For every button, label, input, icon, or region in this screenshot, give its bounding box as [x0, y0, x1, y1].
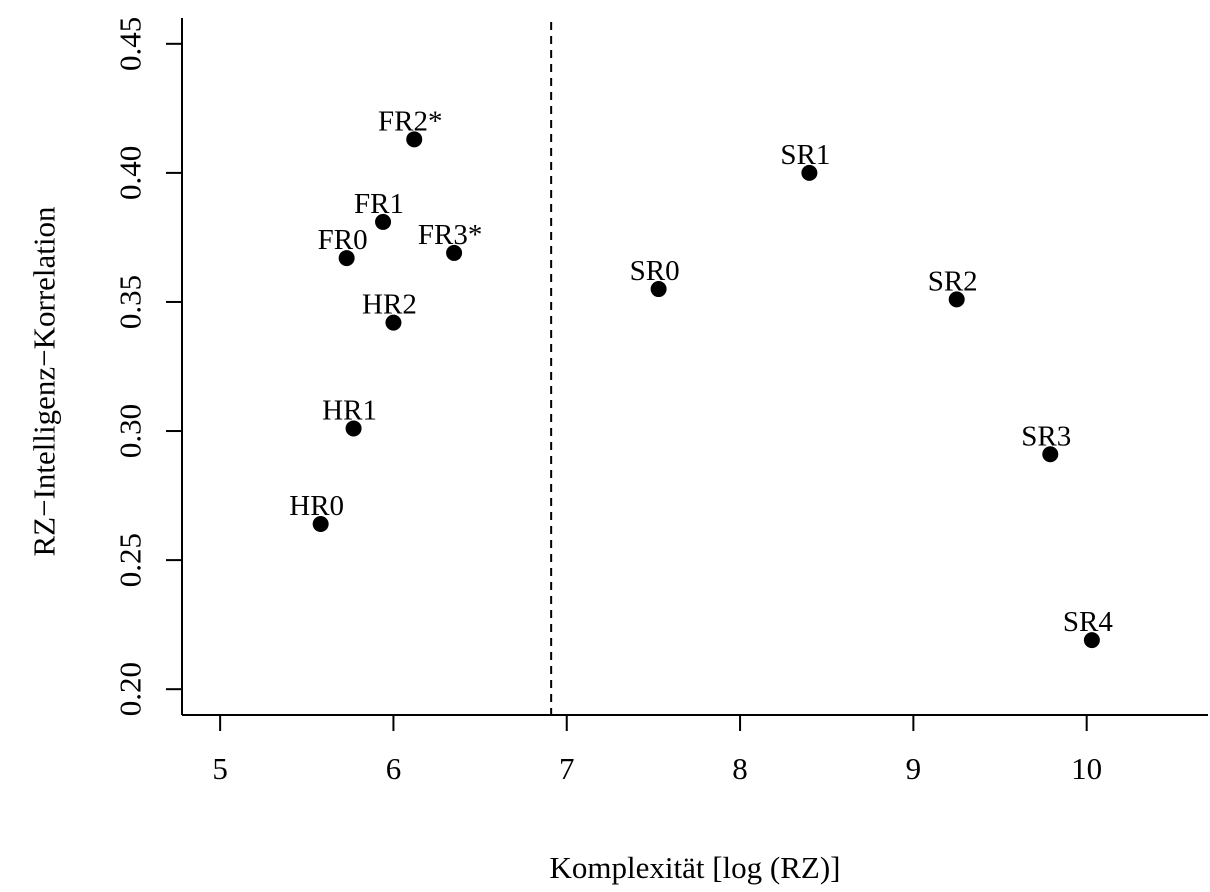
x-axis-title: Komplexität [log (RZ)]	[550, 850, 841, 885]
data-point-label: SR4	[1063, 606, 1113, 638]
data-point-label: FR3*	[418, 219, 482, 251]
y-tick-label: 0.35	[113, 275, 148, 329]
y-tick-label: 0.20	[113, 662, 148, 716]
data-point	[375, 213, 392, 230]
y-tick-label: 0.30	[113, 404, 148, 458]
points-layer: HR0 HR1 HR2 FR0 FR1 FR2* FR3* SR0 SR1 SR2 SR3 SR4	[289, 105, 1113, 649]
data-point-label: SR0	[630, 255, 680, 287]
data-point-label: SR2	[928, 265, 978, 297]
y-tick-label: 0.40	[113, 146, 148, 200]
x-tick-label: 10	[1071, 751, 1102, 786]
data-point	[948, 291, 965, 308]
data-point	[801, 164, 818, 181]
data-point-label: FR1	[354, 188, 404, 220]
axes-layer: 5 6 7 8 9 10 0.20 0.25 0.30 0.35 0.40 0.45	[113, 17, 1208, 786]
data-point	[338, 250, 355, 267]
data-point-label: HR0	[289, 490, 344, 522]
data-point	[406, 131, 423, 148]
data-point-label: HR1	[322, 394, 377, 426]
data-point	[345, 420, 362, 437]
data-point	[1042, 446, 1059, 463]
x-tick-label: 8	[732, 751, 748, 786]
x-tick-label: 7	[559, 751, 575, 786]
y-tick-label: 0.25	[113, 533, 148, 587]
data-point	[312, 515, 329, 532]
data-point	[1083, 632, 1100, 649]
x-tick-label: 5	[212, 751, 228, 786]
data-point-label: FR0	[318, 224, 368, 256]
data-point	[650, 281, 667, 298]
data-point	[446, 244, 463, 261]
data-point	[385, 314, 402, 331]
x-tick-label: 6	[386, 751, 402, 786]
data-point-label: SR3	[1021, 420, 1071, 452]
data-point-label: SR1	[780, 139, 830, 171]
x-tick-label: 9	[906, 751, 922, 786]
y-axis-title: RZ−Intelligenz−Korrelation	[27, 206, 62, 557]
data-point-label: FR2*	[378, 105, 442, 137]
data-point-label: HR2	[362, 289, 417, 321]
y-tick-label: 0.45	[113, 17, 148, 71]
